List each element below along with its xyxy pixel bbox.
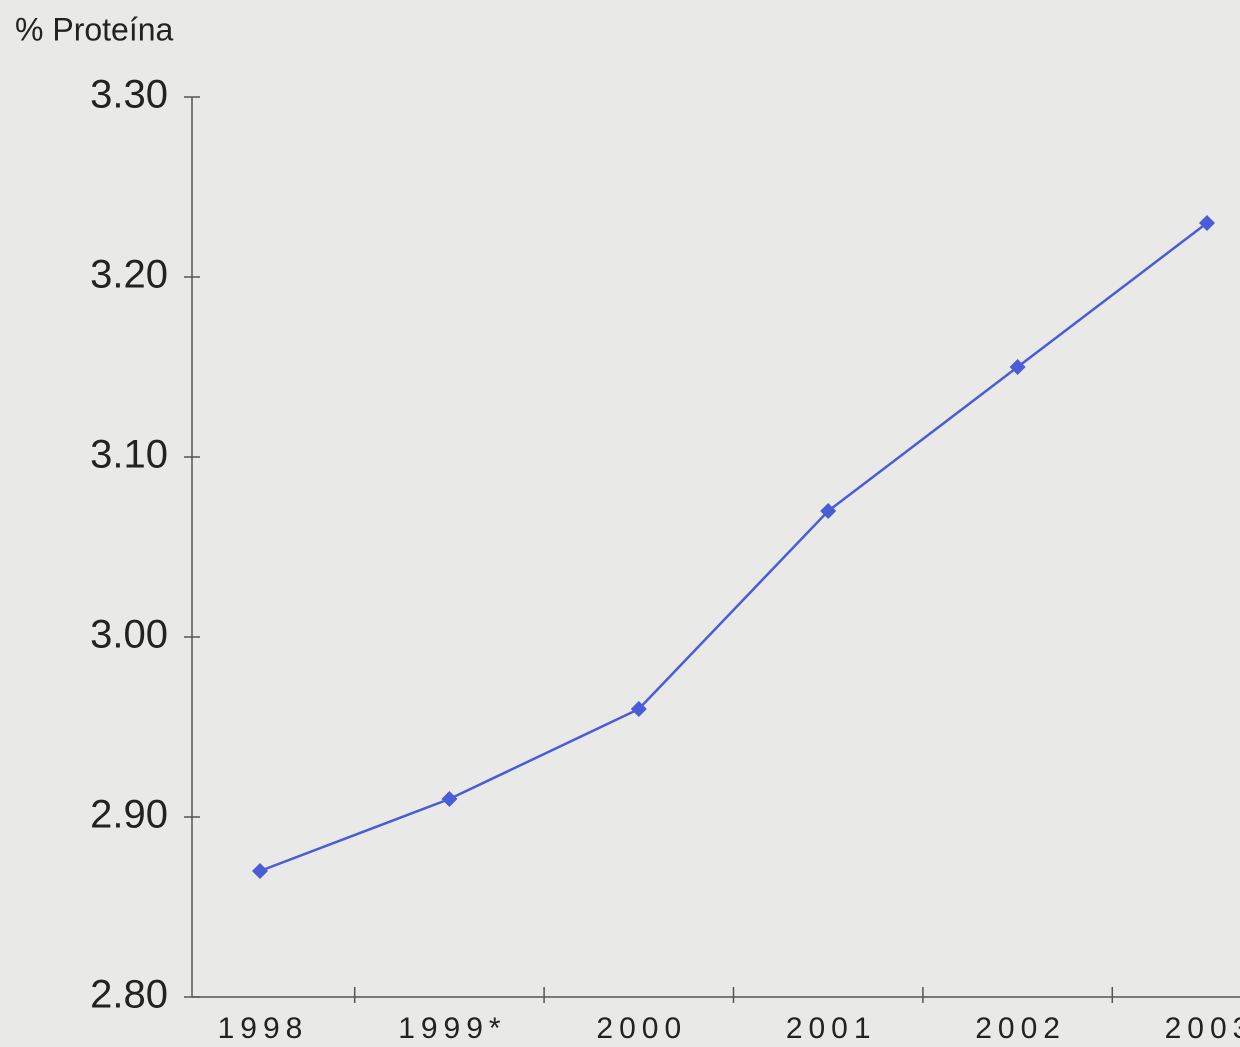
x-tick-label: 2000 [596,1012,687,1045]
x-tick-label: 2003 [1165,1012,1240,1045]
point-marker [1199,215,1215,231]
y-tick-label: 3.30 [90,73,168,117]
line [259,222,1208,873]
y-tick-label: 2.80 [90,973,168,1017]
y-tick-label: 2.90 [90,793,168,837]
point-marker [630,701,647,717]
x-tick-label: 1998 [218,1012,309,1045]
y-tick-label: 3.20 [90,253,168,297]
x-tick-label: 2001 [786,1012,877,1045]
point-marker [441,791,458,807]
y-tick-label: 3.00 [90,613,168,657]
y-tick-label: 3.10 [90,433,168,477]
point-marker [820,503,837,519]
point-marker [1009,359,1026,375]
x-tick-label: 2002 [975,1012,1066,1045]
point-marker [252,863,268,879]
y-axis-label: % Proteína [15,11,174,47]
x-tick-label: 1999* [398,1012,506,1045]
